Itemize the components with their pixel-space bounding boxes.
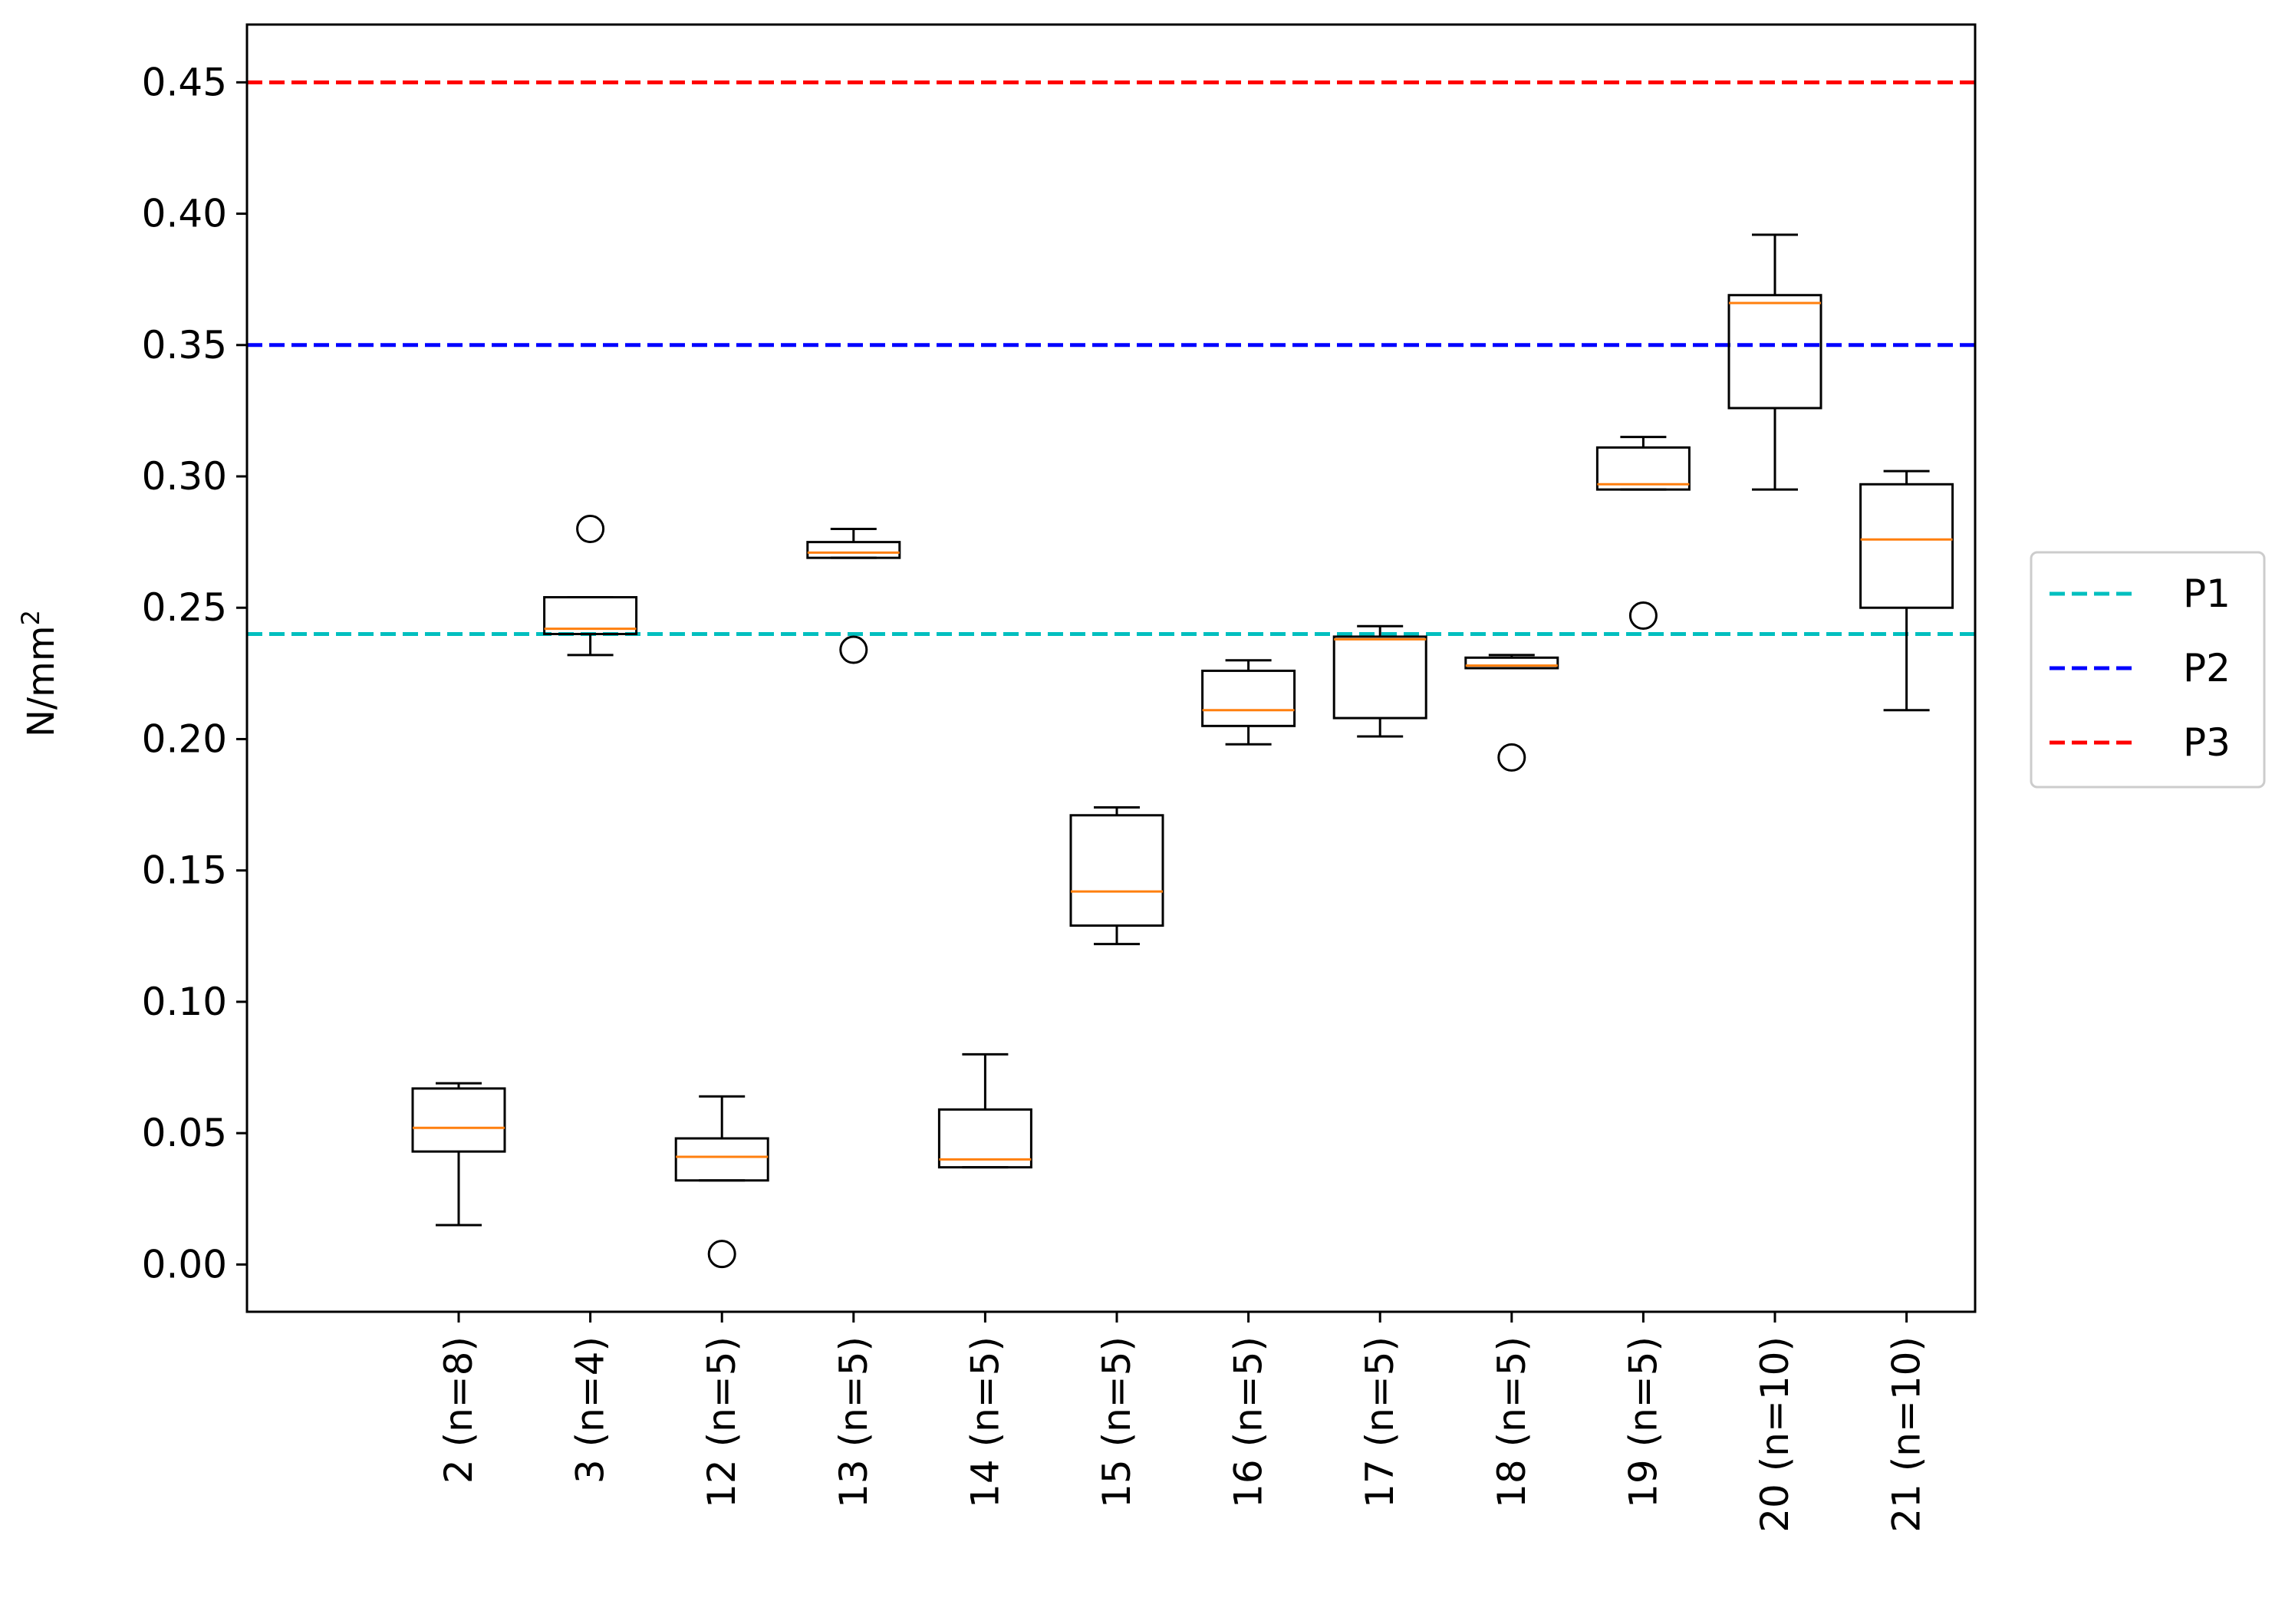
- box-iqr: [1727, 294, 1822, 410]
- box-7: [1201, 659, 1296, 746]
- box-10: [1595, 436, 1691, 631]
- box-5: [937, 1052, 1032, 1169]
- y-tick-label: 0.20: [142, 716, 227, 761]
- box-iqr: [1595, 446, 1691, 491]
- reference-lines: [247, 80, 1975, 636]
- x-tick-label: 17 (n=5): [1358, 1336, 1402, 1508]
- legend-label-p1: P1: [2183, 572, 2231, 616]
- legend-frame: [2030, 551, 2266, 789]
- x-tick-label: 20 (n=10): [1753, 1336, 1797, 1533]
- x-tick-label: 16 (n=5): [1226, 1336, 1271, 1508]
- plot-frame: [245, 23, 1977, 1313]
- legend: P1 P2 P3: [2030, 551, 2266, 789]
- y-tick-label: 0.10: [142, 980, 227, 1024]
- x-tick-label: 14 (n=5): [963, 1336, 1007, 1508]
- box-iqr: [411, 1087, 506, 1153]
- x-tick-label: 12 (n=5): [700, 1336, 744, 1508]
- box-iqr: [806, 541, 901, 559]
- box-9: [1464, 654, 1559, 772]
- box-2: [543, 515, 638, 657]
- y-axis-label: N/mm2: [16, 610, 63, 737]
- x-tick-label: 19 (n=5): [1621, 1336, 1665, 1508]
- box-iqr: [1464, 656, 1559, 670]
- x-tick-label: 2 (n=8): [436, 1336, 481, 1484]
- y-axis: 0.00 0.05 0.10 0.15 0.20 0.25 0.30 0.35 0.40 0.45: [142, 60, 247, 1286]
- legend-label-p2: P2: [2183, 646, 2231, 690]
- x-tick-label: 21 (n=10): [1885, 1336, 1929, 1533]
- outlier-point: [1628, 601, 1658, 631]
- outlier-point: [707, 1240, 736, 1269]
- box-8: [1332, 624, 1427, 738]
- box-iqr: [1069, 814, 1164, 927]
- y-axis-label-unit: N/mm: [20, 625, 63, 737]
- x-tick-label: 18 (n=5): [1490, 1336, 1534, 1508]
- outlier-point: [839, 635, 868, 664]
- box-iqr: [543, 596, 638, 635]
- box-iqr: [1201, 669, 1296, 727]
- box-1: [411, 1082, 506, 1227]
- outlier-point: [576, 515, 605, 544]
- x-tick-label: 13 (n=5): [831, 1336, 876, 1508]
- outlier-point: [1497, 743, 1526, 772]
- legend-label-p3: P3: [2183, 720, 2231, 765]
- box-4: [806, 528, 901, 664]
- y-axis-label-superscript: 2: [16, 610, 45, 625]
- box-12: [1859, 469, 1954, 712]
- box-iqr: [1332, 635, 1427, 720]
- y-tick-label: 0.30: [142, 454, 227, 499]
- box-3: [674, 1095, 769, 1269]
- y-tick-label: 0.00: [142, 1242, 227, 1286]
- x-axis: 2 (n=8) 3 (n=4) 12 (n=5) 13 (n=5) 14 (n=5) 15…: [436, 1312, 1929, 1533]
- y-tick-label: 0.15: [142, 848, 227, 893]
- y-tick-label: 0.05: [142, 1111, 227, 1155]
- y-tick-label: 0.45: [142, 60, 227, 104]
- box-iqr: [937, 1108, 1032, 1169]
- y-tick-label: 0.25: [142, 585, 227, 630]
- x-tick-label: 3 (n=4): [568, 1336, 613, 1484]
- box-iqr: [1859, 483, 1954, 609]
- x-tick-label: 15 (n=5): [1095, 1336, 1139, 1508]
- y-tick-label: 0.35: [142, 323, 227, 367]
- box-iqr: [674, 1137, 769, 1182]
- box-plots: [411, 233, 1954, 1269]
- box-6: [1069, 805, 1164, 946]
- y-tick-label: 0.40: [142, 192, 227, 236]
- box-11: [1727, 233, 1822, 491]
